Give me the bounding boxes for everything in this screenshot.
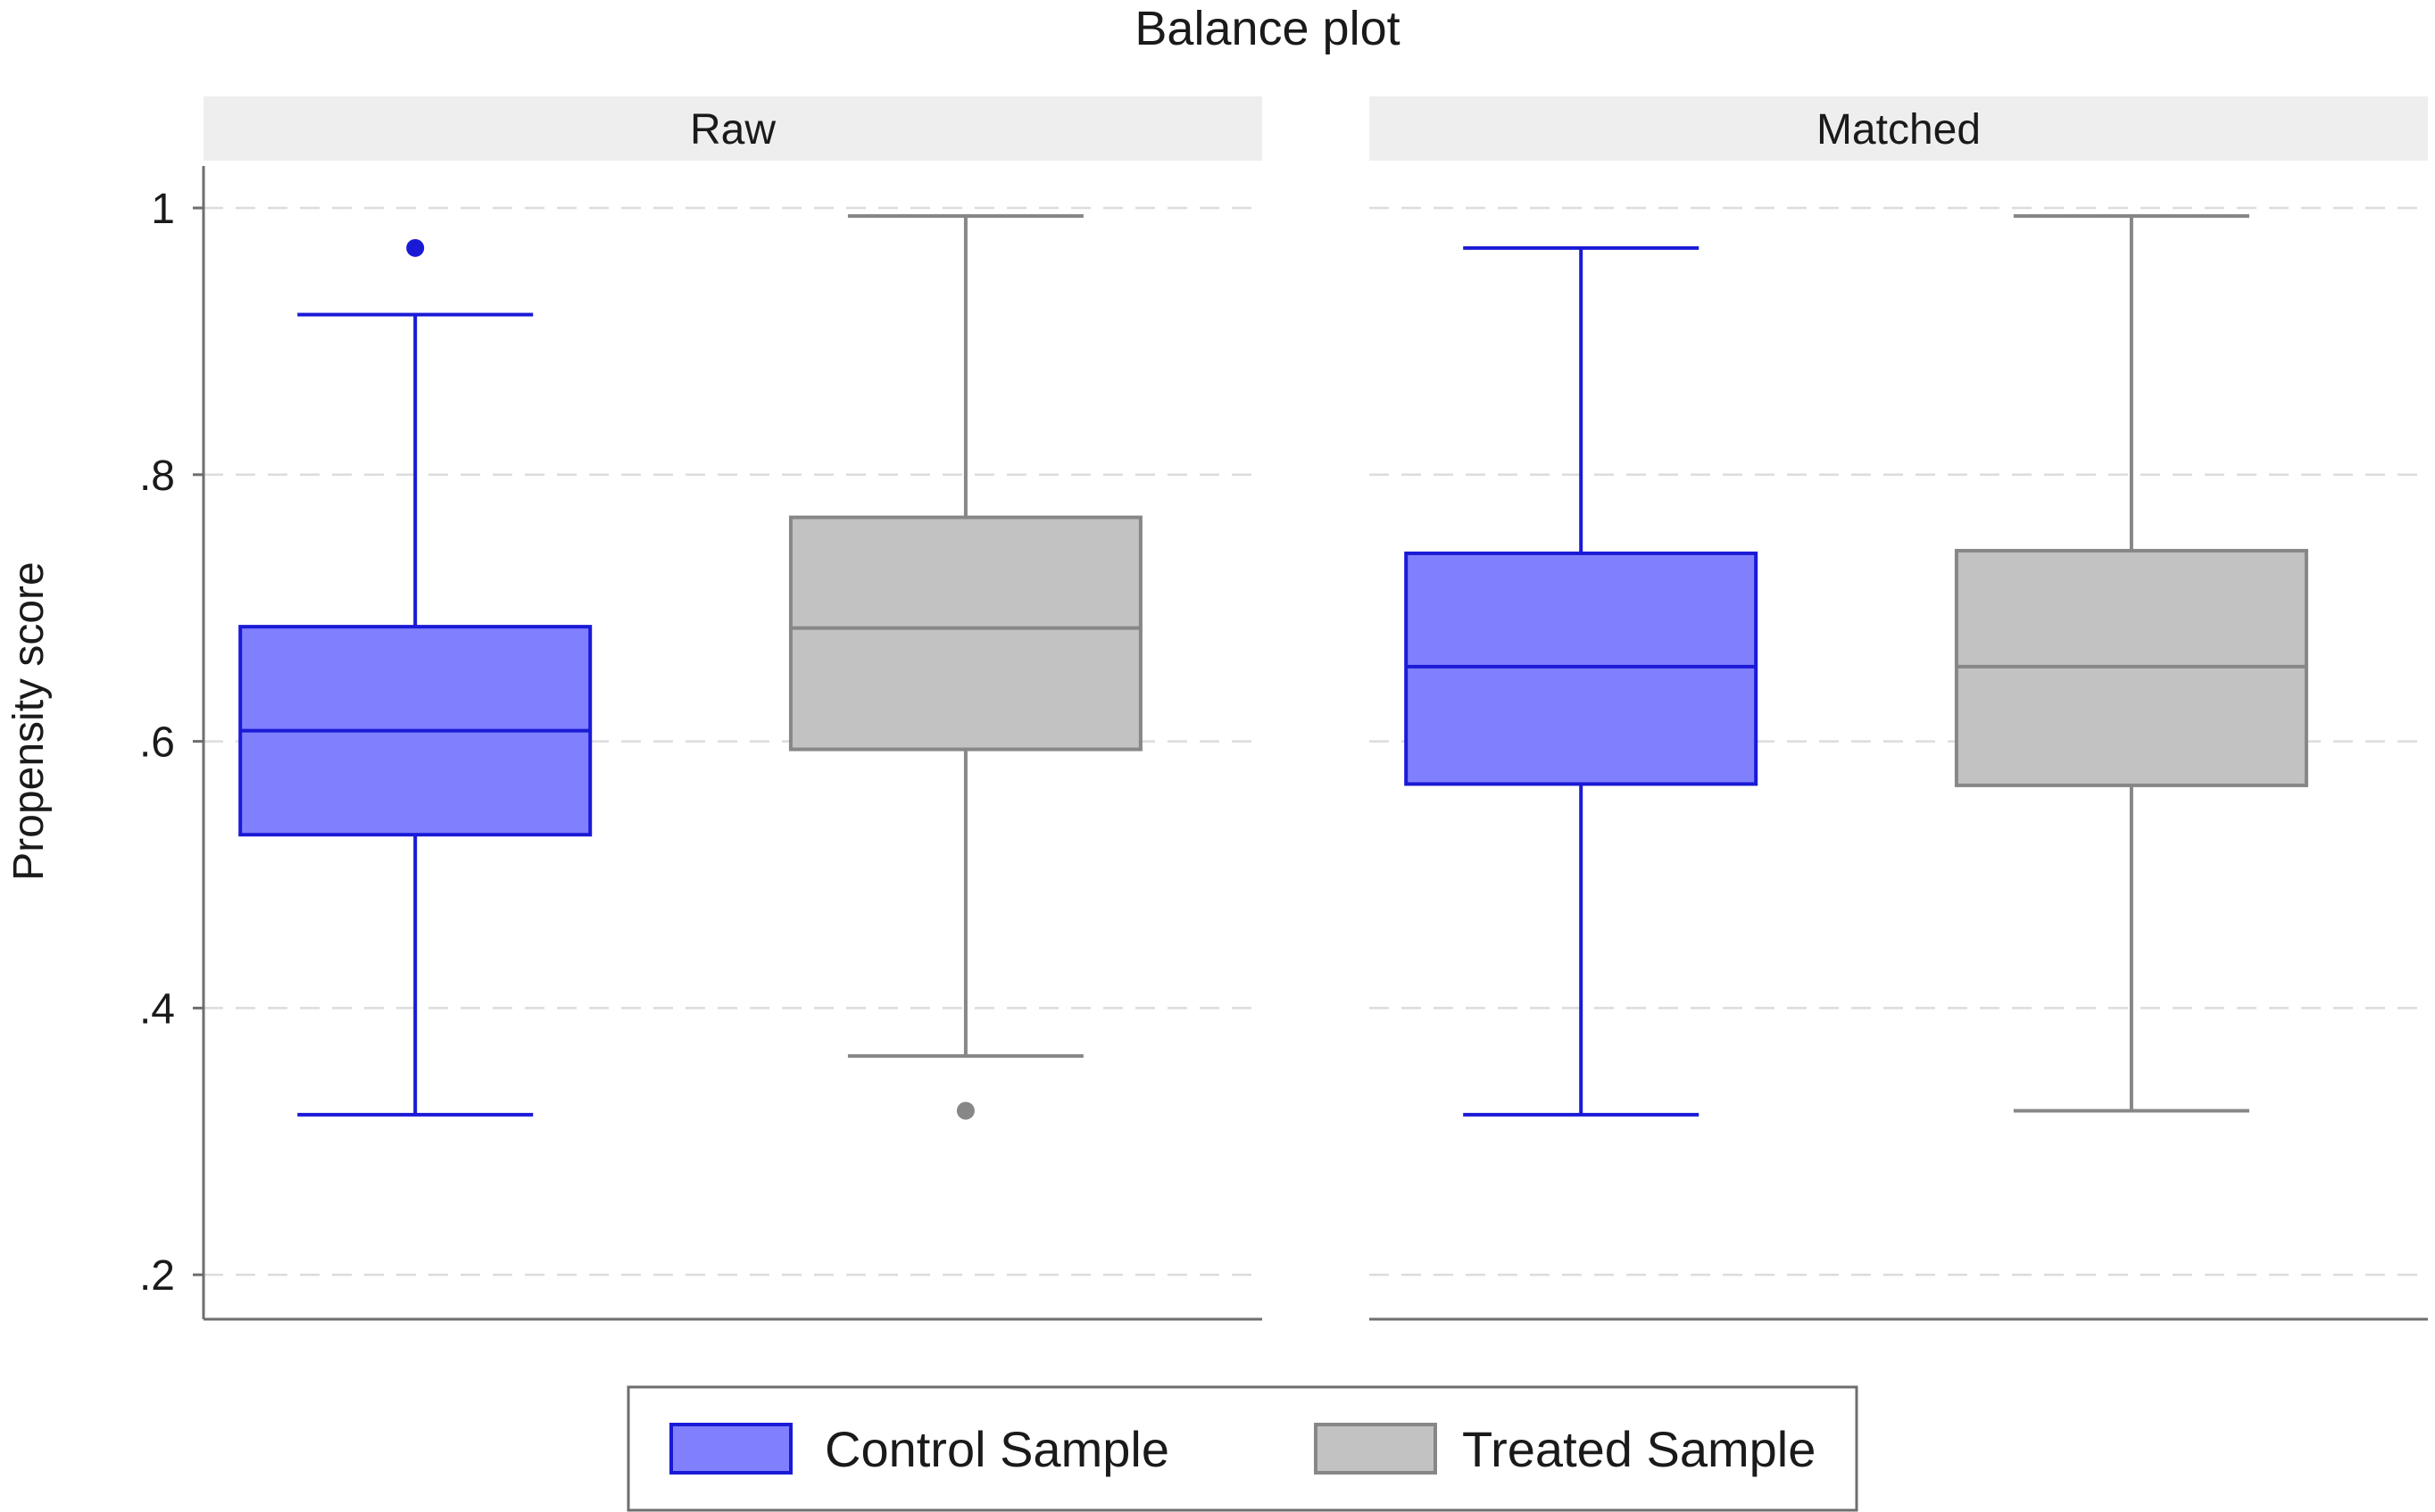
legend-item: Treated Sample (1314, 1421, 1816, 1477)
y-axis-ticks: .2 .4 .6 .8 1 (139, 186, 204, 1300)
outlier-point (406, 238, 425, 257)
y-tick-label: .8 (139, 453, 175, 500)
panel-strip (204, 96, 1262, 161)
legend-swatch (669, 1423, 793, 1475)
iqr-box (1404, 551, 1758, 786)
box-treated-raw (788, 213, 1143, 1120)
box-control-matched (1404, 245, 1758, 1117)
panel-strip-label: Matched (1816, 106, 1981, 154)
legend-swatch (1314, 1423, 1437, 1475)
y-axis-label: Propensity score (5, 561, 53, 881)
y-tick-label: .2 (139, 1252, 175, 1300)
panel-strip (1369, 96, 2428, 161)
y-tick-label: .6 (139, 719, 175, 767)
chart-title: Balance plot (1134, 2, 1400, 55)
legend: Control Sample Treated Sample (627, 1385, 1858, 1512)
iqr-box (788, 515, 1143, 752)
panels: Raw Matched (202, 96, 2428, 1321)
legend-frame (627, 1385, 1858, 1512)
outlier-point (956, 1101, 975, 1120)
y-tick-label: .4 (139, 985, 175, 1033)
panel-raw: Raw (202, 96, 1262, 1321)
legend-label: Control Sample (825, 1421, 1169, 1477)
legend-label: Treated Sample (1462, 1421, 1816, 1477)
panel-matched: Matched (1369, 96, 2428, 1321)
y-tick-label: 1 (151, 186, 175, 233)
legend-item: Control Sample (669, 1421, 1169, 1477)
box-control-raw (238, 238, 593, 1117)
box-treated-matched (1954, 213, 2308, 1113)
panel-strip-label: Raw (690, 106, 776, 154)
